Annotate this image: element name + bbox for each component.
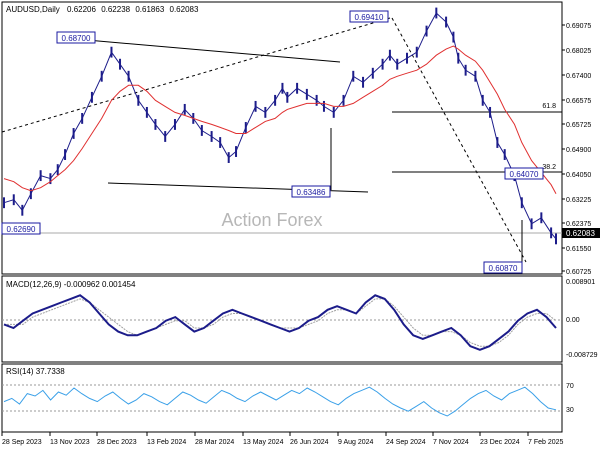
x-tick-label: 9 Aug 2024 <box>338 439 374 446</box>
y-tick-label: 0.64900 <box>566 147 591 154</box>
x-tick-label: 13 Nov 2023 <box>50 439 90 446</box>
annotation-label: 0.68700 <box>62 34 91 43</box>
ohlc-high: 0.62238 <box>101 5 130 14</box>
y-tick-label: 0.63225 <box>566 197 591 204</box>
annotation-label: 0.63486 <box>297 188 326 197</box>
rsi-panel <box>1 363 563 433</box>
upper-channel-line <box>63 37 341 63</box>
ohlc-open: 0.62206 <box>67 5 96 14</box>
rsi-y-axis: 70 30 <box>566 383 574 414</box>
macd-tick-label: 0.008901 <box>566 279 595 286</box>
x-tick-label: 7 Feb 2025 <box>528 439 564 446</box>
rsi-panel-title: RSI(14) 37.7338 <box>6 367 65 376</box>
macd-main-line <box>3 294 557 351</box>
x-tick-label: 13 Feb 2024 <box>147 439 186 446</box>
y-tick-label: 0.65725 <box>566 122 591 129</box>
macd-panel-title: MACD(12,26,9) -0.000962 0.001454 <box>6 280 136 289</box>
y-tick-label: 0.69075 <box>566 23 591 30</box>
y-tick-label: 0.68025 <box>566 48 591 55</box>
price-series <box>3 7 557 245</box>
annotation-label: 0.64070 <box>510 170 539 179</box>
fib-618-label: 61.8 <box>542 103 556 110</box>
y-tick-label: 0.64050 <box>566 172 591 179</box>
y-tick-label: 0.60725 <box>566 269 591 276</box>
y-tick-label: 0.61550 <box>566 246 591 253</box>
x-axis: 28 Sep 2023 13 Nov 2023 28 Dec 2023 13 Feb … <box>1 432 564 446</box>
macd-y-axis: 0.008901 0.00 -0.008729 <box>566 279 598 359</box>
x-tick-label: 7 Nov 2024 <box>433 439 469 446</box>
dashed-uptrend-line <box>1 17 391 133</box>
x-tick-label: 28 Sep 2023 <box>2 439 42 446</box>
watermark: Action Forex <box>221 210 322 230</box>
price-y-axis: 0.69075 0.68025 0.67400 0.66575 0.65725 0.649… <box>562 23 591 276</box>
y-tick-label: 0.62375 <box>566 221 591 228</box>
annotation-0.64070: 0.64070 <box>504 167 544 180</box>
price-panel <box>1 1 563 275</box>
x-tick-label: 24 Sep 2024 <box>386 439 426 446</box>
rsi-tick-label: 30 <box>566 407 574 414</box>
x-tick-label: 23 Dec 2024 <box>480 439 520 446</box>
annotation-0.60870: 0.60870 <box>483 261 523 274</box>
fib-382-label: 38.2 <box>542 164 556 171</box>
close-line <box>3 12 557 240</box>
y-tick-label: 0.66575 <box>566 98 591 105</box>
rsi-tick-label: 70 <box>566 383 574 390</box>
annotation-label: 0.60870 <box>489 264 518 273</box>
trendlines <box>1 17 562 268</box>
price-panel-title: AUDUSD,Daily 0.62206 0.62238 0.61863 0.6… <box>6 5 199 14</box>
x-tick-label: 13 May 2024 <box>243 439 284 446</box>
instrument-title: AUDUSD,Daily <box>6 5 60 14</box>
x-tick-label: 28 Dec 2023 <box>97 439 137 446</box>
annotation-label: 0.69410 <box>355 13 384 22</box>
macd-panel <box>1 275 563 363</box>
annotation-label: 0.62690 <box>7 225 36 234</box>
macd-tick-label: 0.00 <box>566 317 580 324</box>
annotation-0.68700: 0.68700 <box>56 31 96 44</box>
last-price-label: 0.62083 <box>566 229 595 238</box>
ohlc-low: 0.61863 <box>135 5 164 14</box>
annotation-0.63486: 0.63486 <box>291 185 331 198</box>
annotation-0.62690: 0.62690 <box>1 222 41 235</box>
x-tick-label: 28 Mar 2024 <box>195 439 234 446</box>
rsi-line <box>3 386 557 417</box>
macd-tick-label: -0.008729 <box>566 352 598 359</box>
dashed-downtrend-line <box>391 17 527 263</box>
x-tick-label: 26 Jun 2024 <box>290 439 329 446</box>
last-price-tag <box>562 228 600 238</box>
y-tick-label: 0.67400 <box>566 73 591 80</box>
annotation-0.69410: 0.69410 <box>349 10 389 23</box>
ohlc-close: 0.62083 <box>170 5 199 14</box>
moving-average-line <box>3 45 557 194</box>
